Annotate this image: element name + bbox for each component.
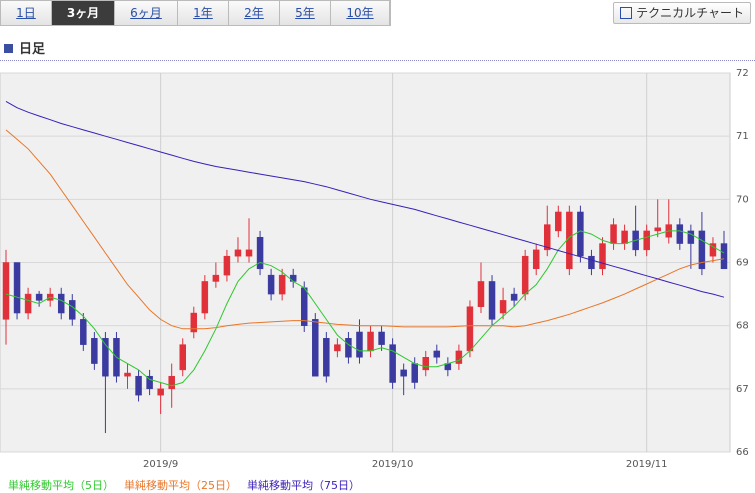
- candle-body: [212, 274, 220, 282]
- candle-body: [698, 230, 706, 270]
- candle-body: [676, 224, 684, 244]
- period-tabs: 1日 3ヶ月 6ヶ月 1年 2年 5年 10年: [0, 0, 391, 26]
- candle-body: [521, 255, 529, 295]
- candle-body: [621, 230, 628, 244]
- y-tick-label: 70: [736, 194, 749, 205]
- x-tick-label: 2019/11: [626, 459, 668, 470]
- candle-body: [720, 243, 728, 270]
- candle-body: [510, 293, 518, 301]
- candle-body: [234, 249, 242, 257]
- candle-body: [13, 262, 21, 314]
- candle-body: [455, 350, 463, 364]
- candle-body: [190, 312, 198, 333]
- period-tab[interactable]: 1年: [178, 1, 229, 25]
- candle-body: [378, 331, 385, 345]
- candle-body: [157, 388, 164, 396]
- candle-body: [433, 350, 441, 358]
- candle-body: [323, 338, 330, 377]
- candle-body: [91, 338, 98, 364]
- candle-body: [400, 369, 407, 377]
- candle-body: [278, 274, 286, 295]
- candle-body: [499, 300, 507, 314]
- candle-body: [555, 211, 562, 232]
- y-tick-label: 71: [736, 131, 749, 142]
- candle-body: [422, 357, 430, 371]
- candle-body: [245, 249, 253, 257]
- technical-chart-button[interactable]: テクニカルチャート: [613, 2, 751, 24]
- chart: 66 67 68 69 70 71 72 2019/9 2019/10 2019/11: [0, 68, 749, 470]
- y-tick-label: 66: [736, 447, 749, 458]
- period-tab[interactable]: 6ヶ月: [115, 1, 178, 25]
- candle-body: [466, 306, 474, 352]
- candle-body: [488, 281, 496, 320]
- period-tab[interactable]: 10年: [331, 1, 390, 25]
- candle-body: [345, 338, 352, 358]
- legend: 単純移動平均（5日） 単純移動平均（25日） 単純移動平均（75日）: [8, 477, 360, 493]
- moving-average-line: [5, 129, 725, 330]
- y-tick-label: 72: [736, 68, 749, 79]
- candle-body: [654, 227, 661, 232]
- y-tick-label: 67: [736, 384, 749, 395]
- legend-entry: 単純移動平均（25日）: [124, 479, 237, 492]
- candle-body: [599, 243, 606, 270]
- candle-body: [35, 293, 43, 301]
- candle-body: [124, 372, 131, 377]
- candle-body: [69, 300, 76, 320]
- candle-body: [102, 338, 109, 377]
- candle-body: [300, 287, 308, 326]
- candle-body: [57, 293, 65, 314]
- candle-body: [389, 344, 396, 383]
- candle-body: [411, 363, 418, 383]
- candle-body: [223, 255, 231, 276]
- candle-body: [610, 224, 617, 244]
- candle-body: [289, 274, 297, 282]
- candle-body: [267, 274, 275, 295]
- section-title: 日足: [4, 38, 45, 57]
- candle-body: [179, 344, 186, 371]
- candle-body: [709, 243, 717, 257]
- x-tick-label: 2019/10: [372, 459, 414, 470]
- candle-body: [135, 375, 142, 396]
- candle-body: [532, 249, 540, 270]
- legend-entry: 単純移動平均（75日）: [247, 479, 360, 492]
- divider: [0, 60, 755, 61]
- moving-average-line: [5, 230, 725, 387]
- candle-body: [588, 255, 595, 270]
- period-tab[interactable]: 2年: [229, 1, 280, 25]
- candle-body: [687, 230, 695, 244]
- candle-body: [24, 293, 32, 314]
- y-tick-label: 68: [736, 321, 749, 332]
- moving-average-line: [5, 100, 725, 298]
- legend-entry: 単純移動平均（5日）: [8, 479, 114, 492]
- candle-body: [544, 224, 551, 251]
- candle-body: [168, 375, 175, 390]
- period-tab[interactable]: 1日: [1, 1, 52, 25]
- candle-body: [312, 319, 319, 377]
- candle-body: [201, 281, 209, 314]
- candle-body: [146, 375, 153, 390]
- x-tick-label: 2019/9: [143, 459, 178, 470]
- candle-body: [80, 319, 87, 345]
- y-tick-label: 69: [736, 258, 749, 269]
- candle-body: [2, 262, 10, 320]
- candle-body: [356, 331, 363, 358]
- candle-body: [643, 230, 650, 251]
- candle-body: [367, 331, 374, 352]
- candle-body: [577, 211, 584, 257]
- candle-body: [334, 344, 341, 352]
- candle-body: [477, 281, 485, 307]
- period-tab[interactable]: 5年: [280, 1, 331, 25]
- candle-body: [256, 236, 264, 270]
- period-tab[interactable]: 3ヶ月: [52, 1, 115, 25]
